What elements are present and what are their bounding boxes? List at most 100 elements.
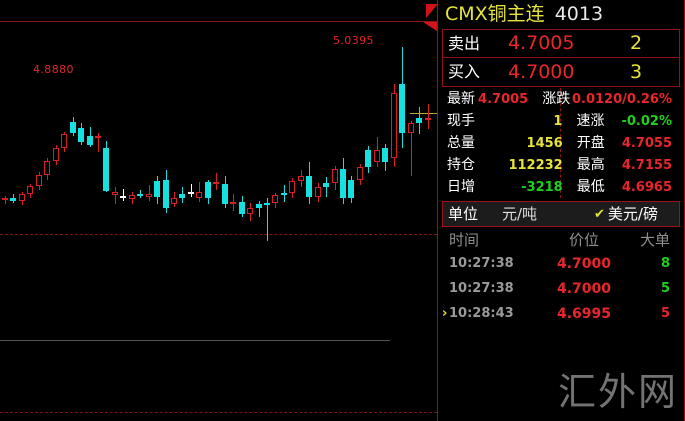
ask-label: 卖出 (448, 33, 481, 53)
candlestick (331, 0, 338, 421)
unit-selector[interactable]: 单位 元/吨 ✔ 美元/磅 (442, 201, 680, 227)
candlestick (424, 0, 431, 421)
unit-option-cny-per-ton[interactable]: 元/吨 (502, 204, 538, 223)
stat-label-left: 最新 (447, 91, 475, 107)
tick-header-price: 价位 (568, 230, 599, 249)
stat-label-left: 日增 (447, 179, 475, 195)
bid-row[interactable]: 买入 4.7000 3 (442, 58, 680, 87)
candlestick (44, 0, 51, 421)
candlestick-series (2, 0, 431, 421)
candlestick (340, 0, 346, 421)
candlestick (179, 0, 186, 421)
stat-value-right: 4.7155 (621, 157, 672, 173)
candlestick (390, 0, 397, 421)
candlestick (297, 0, 304, 421)
stat-label-right: 涨跌 (542, 91, 571, 107)
candlestick (230, 0, 237, 421)
stat-value-left: 1456 (526, 135, 563, 151)
candlestick (145, 0, 152, 421)
chart-corner-marker (423, 22, 437, 31)
tick-header-volume: 大单 (639, 230, 670, 249)
stat-value-right: 0.0120/0.26% (571, 91, 672, 107)
candlestick (35, 0, 42, 421)
stat-value-right: 4.7055 (621, 135, 672, 151)
tick-time: 10:27:38 (449, 256, 514, 271)
candlestick (52, 0, 59, 421)
stat-label-left: 现手 (447, 113, 475, 129)
stat-row: 持仓 112232 最高 4.7155 (442, 154, 680, 176)
candlestick (373, 0, 380, 421)
stat-label-right: 最低 (576, 179, 605, 195)
stats-grid-divider (560, 88, 561, 198)
chart-dashed-level-1 (0, 234, 437, 235)
stat-label-right: 速涨 (576, 113, 605, 129)
stat-value-left: 1 (553, 113, 563, 129)
tick-time: › 10:28:43 (442, 306, 514, 321)
tick-price: 4.7000 (556, 280, 612, 297)
candlestick (120, 0, 127, 421)
candlestick (323, 0, 330, 421)
candlestick (10, 0, 17, 421)
check-icon: ✔ (594, 206, 605, 222)
tick-row[interactable]: 10:27:38 4.7000 5 (442, 276, 680, 301)
candlestick (365, 0, 372, 421)
candlestick (272, 0, 279, 421)
bid-label: 买入 (448, 62, 481, 81)
ask-row[interactable]: 卖出 4.7005 2 (442, 29, 680, 58)
candlestick (416, 0, 423, 421)
price-chart[interactable]: 4.8880 5.0395 (0, 0, 437, 421)
tick-table-body: 10:27:38 4.7000 8 10:27:38 4.7000 5 › 10:28:43 4… (442, 251, 680, 326)
current-tick-marker-icon: › (442, 306, 448, 321)
candlestick (348, 0, 355, 421)
candlestick (103, 0, 110, 421)
stats-grid: 最新 4.7005 涨跌 0.0120/0.26% 现手 1 速涨 -0.02% 总量 1456 开… (442, 88, 680, 198)
candlestick (61, 0, 68, 421)
chart-high-label-right: 5.0395 (333, 34, 374, 47)
candlestick (187, 0, 194, 421)
candlestick (263, 0, 270, 421)
panel-pointer-icon (426, 4, 438, 18)
candlestick (69, 0, 76, 421)
ask-price: 4.7005 (508, 32, 575, 54)
tick-row[interactable]: 10:27:38 4.7000 8 (442, 251, 680, 276)
candlestick (154, 0, 161, 421)
candlestick (407, 0, 414, 421)
instrument-title: CMX铜主连 4013 (438, 0, 684, 29)
candlestick (382, 0, 389, 421)
stat-value-left: 112232 (508, 157, 563, 173)
last-price-line (410, 113, 437, 114)
bid-quantity: 3 (629, 60, 643, 83)
candlestick (255, 0, 262, 421)
candlestick (356, 0, 363, 421)
instrument-name: CMX铜主连 (445, 3, 545, 25)
stat-value-left: 4.7005 (478, 91, 529, 107)
candlestick (78, 0, 85, 421)
tick-price: 4.6995 (556, 305, 612, 322)
candlestick (238, 0, 245, 421)
tick-price: 4.7000 (556, 255, 612, 272)
tick-row[interactable]: › 10:28:43 4.6995 5 (442, 301, 680, 326)
tick-volume: 5 (660, 306, 670, 321)
tick-time: 10:27:38 (449, 281, 514, 296)
chart-high-label-left: 4.8880 (33, 63, 74, 76)
stat-label-right: 开盘 (576, 135, 605, 151)
candlestick (280, 0, 287, 421)
stat-value-right: -0.02% (621, 113, 672, 129)
stat-row: 总量 1456 开盘 4.7055 (442, 132, 680, 154)
candlestick (27, 0, 34, 421)
candlestick (111, 0, 118, 421)
stat-value-right: 4.6965 (621, 179, 672, 195)
candlestick (213, 0, 220, 421)
stat-row: 现手 1 速涨 -0.02% (442, 110, 680, 132)
tick-table-header: 时间 价位 大单 (442, 229, 680, 251)
candlestick (399, 0, 406, 421)
instrument-code: 4013 (554, 3, 604, 25)
unit-option-usd-per-pound[interactable]: 美元/磅 (607, 204, 658, 223)
tick-header-time: 时间 (449, 230, 480, 249)
stat-label-left: 总量 (447, 135, 475, 151)
stat-row: 日增 -3218 最低 4.6965 (442, 176, 680, 198)
candlestick (94, 0, 101, 421)
stat-label-right: 最高 (576, 157, 605, 173)
candlestick (162, 0, 169, 421)
